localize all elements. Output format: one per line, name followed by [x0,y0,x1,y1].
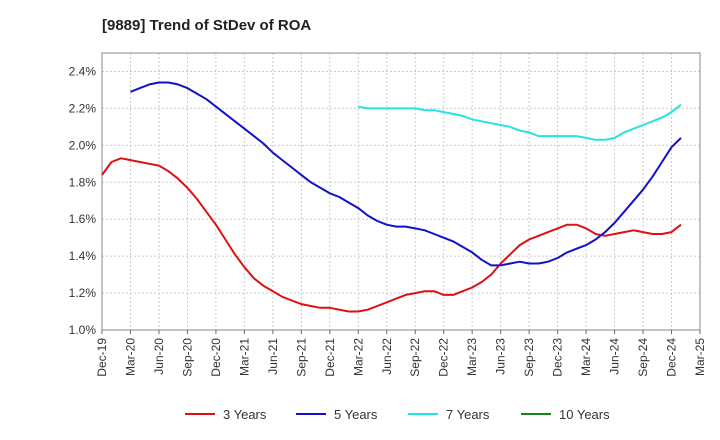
y-tick-label: 2.2% [69,101,97,115]
y-tick-label: 1.6% [69,212,97,226]
legend-label-2: 5 Years [334,407,378,422]
x-tick-label: Jun-21 [266,338,280,375]
x-tick-label: Mar-25 [693,338,707,376]
x-tick-label: Mar-20 [123,338,137,376]
x-tick-label: Jun-22 [380,338,394,375]
x-tick-label: Jun-20 [152,338,166,375]
y-tick-label: 1.0% [69,323,97,337]
x-tick-label: Jun-24 [608,338,622,375]
x-tick-label: Dec-21 [323,338,337,377]
legend-label-1: 3 Years [223,407,267,422]
y-tick-label: 2.0% [69,138,97,152]
legend-label-3: 7 Years [446,407,490,422]
x-tick-label: Mar-21 [237,338,251,376]
series-line-1 [101,157,682,313]
x-tick-label: Mar-24 [579,338,593,376]
y-tick-label: 1.2% [69,286,97,300]
x-tick-label: Mar-22 [351,338,365,376]
x-tick-label: Sep-24 [636,338,650,377]
legend-label-4: 10 Years [559,407,610,422]
x-tick-label: Dec-20 [209,338,223,377]
y-tick-label: 1.4% [69,249,97,263]
y-tick-label: 1.8% [69,175,97,189]
y-tick-label: 2.4% [69,64,97,78]
x-tick-label: Sep-20 [180,338,194,377]
chart-title: [9889] Trend of StDev of ROA [102,17,311,34]
x-tick-label: Sep-23 [522,338,536,377]
series-line-3 [358,103,682,141]
series-line-2 [130,81,682,267]
x-tick-label: Sep-22 [408,338,422,377]
x-tick-label: Dec-23 [551,338,565,377]
plot-frame [101,52,701,331]
x-tick-label: Dec-22 [437,338,451,377]
legend: 3 Years 5 Years 7 Years 10 Years [185,407,610,422]
x-tick-label: Jun-23 [494,338,508,375]
x-tick-label: Dec-19 [95,338,109,377]
x-tick-label: Sep-21 [294,338,308,377]
x-tick-label: Dec-24 [665,338,679,377]
series-lines [101,81,682,313]
x-tick-label: Mar-23 [465,338,479,376]
axes: 1.0% 1.2% 1.4% 1.6% 1.8% 2.0% 2.2% 2.4% Dec-19 Ma… [69,52,707,377]
